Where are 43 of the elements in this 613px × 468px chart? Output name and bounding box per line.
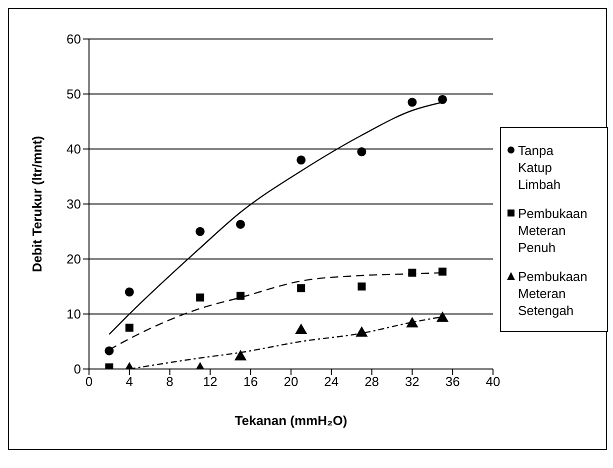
- legend-label: Pembukaan Meteran Penuh: [518, 204, 588, 256]
- y-tick-label: 60: [66, 32, 81, 47]
- x-tick-label: 4: [126, 374, 134, 390]
- point: [356, 326, 368, 337]
- point: [295, 323, 308, 334]
- point: [358, 282, 366, 290]
- x-tick-label: 8: [166, 374, 174, 390]
- legend-label: Pembukaan Meteran Setengah: [518, 268, 588, 318]
- point: [438, 94, 448, 104]
- point: [234, 350, 247, 360]
- point: [124, 287, 134, 297]
- point: [408, 98, 417, 107]
- x-tick-label: 24: [324, 374, 339, 390]
- point: [408, 268, 416, 277]
- point: [296, 155, 306, 165]
- x-tick-label: 36: [445, 374, 460, 390]
- legend-label: Tanpa Katup Limbah: [518, 142, 562, 192]
- point: [436, 311, 449, 322]
- y-tick-label: 30: [66, 196, 81, 212]
- x-tick-label: 40: [486, 374, 500, 390]
- y-tick-label: 20: [66, 252, 81, 267]
- point: [236, 292, 244, 300]
- point: [357, 147, 366, 156]
- x-tick-label: 0: [85, 374, 93, 390]
- point: [406, 316, 418, 328]
- point: [438, 268, 446, 276]
- x-axis-title: Tekanan (mmH₂O): [234, 413, 348, 428]
- point: [125, 324, 134, 332]
- x-tick-label: 20: [284, 374, 298, 390]
- y-tick-label: 10: [66, 306, 81, 322]
- x-tick-label: 28: [364, 374, 380, 390]
- y-tick-label: 40: [66, 142, 81, 157]
- x-tick-label: 16: [243, 374, 258, 390]
- y-axis-title: Debit Terukur (ltr/mnt): [30, 136, 45, 272]
- point: [196, 294, 204, 302]
- point: [297, 284, 306, 292]
- x-tick-label: 32: [404, 374, 420, 390]
- point: [104, 346, 114, 356]
- y-tick-label: 50: [66, 86, 81, 102]
- x-tick-label: 12: [202, 374, 218, 390]
- point: [196, 226, 205, 236]
- y-tick-label: 0: [74, 362, 81, 377]
- point: [236, 220, 246, 229]
